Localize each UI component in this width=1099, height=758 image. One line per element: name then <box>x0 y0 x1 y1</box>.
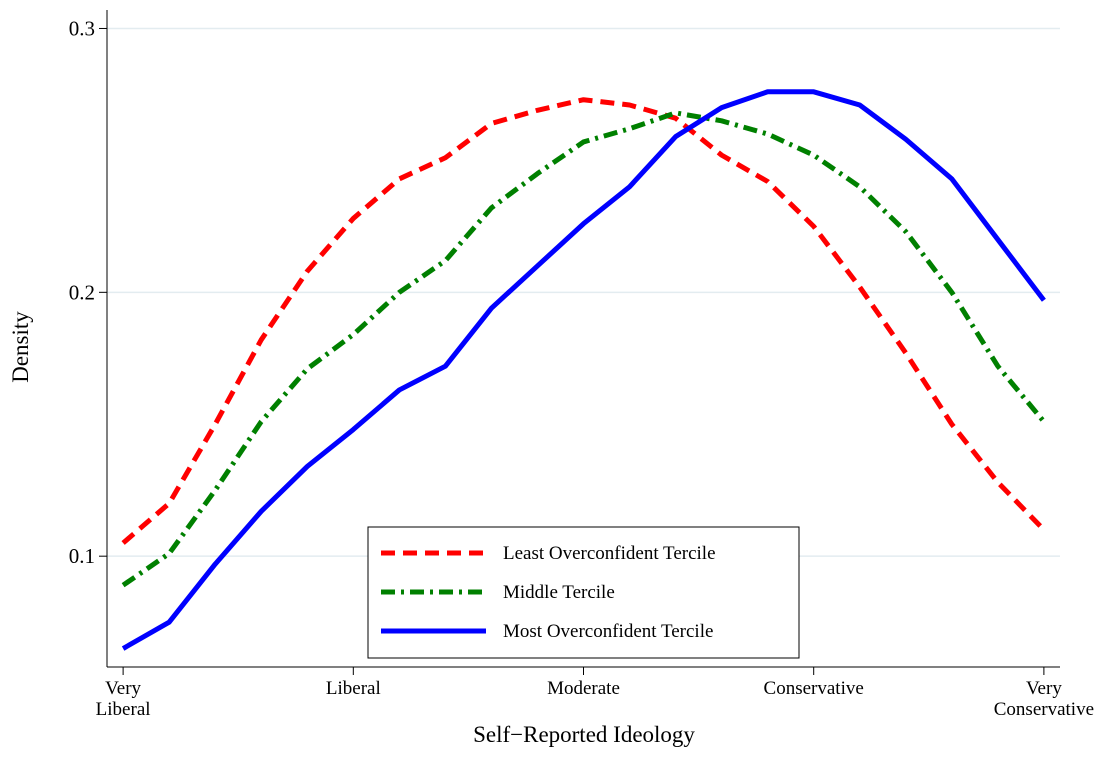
legend-label: Most Overconfident Tercile <box>503 621 713 642</box>
x-tick-label: Very Conservative <box>994 678 1094 720</box>
legend-label: Middle Tercile <box>503 582 615 603</box>
legend-label: Least Overconfident Tercile <box>503 543 716 564</box>
x-axis-title: Self−Reported Ideology <box>473 722 695 747</box>
line-series <box>121 97 1046 545</box>
x-tick-label: Moderate <box>547 678 620 699</box>
y-tick-label: 0.3 <box>69 16 95 40</box>
y-tick-label: 0.2 <box>69 280 95 304</box>
x-tick-label: Conservative <box>764 678 864 699</box>
x-tick-label: Very Liberal <box>96 678 151 720</box>
line-series <box>121 89 1046 651</box>
line-series <box>121 110 1046 588</box>
x-tick-label: Liberal <box>326 678 381 699</box>
y-tick-label: 0.1 <box>69 544 95 568</box>
y-axis-title: Density <box>8 311 33 383</box>
